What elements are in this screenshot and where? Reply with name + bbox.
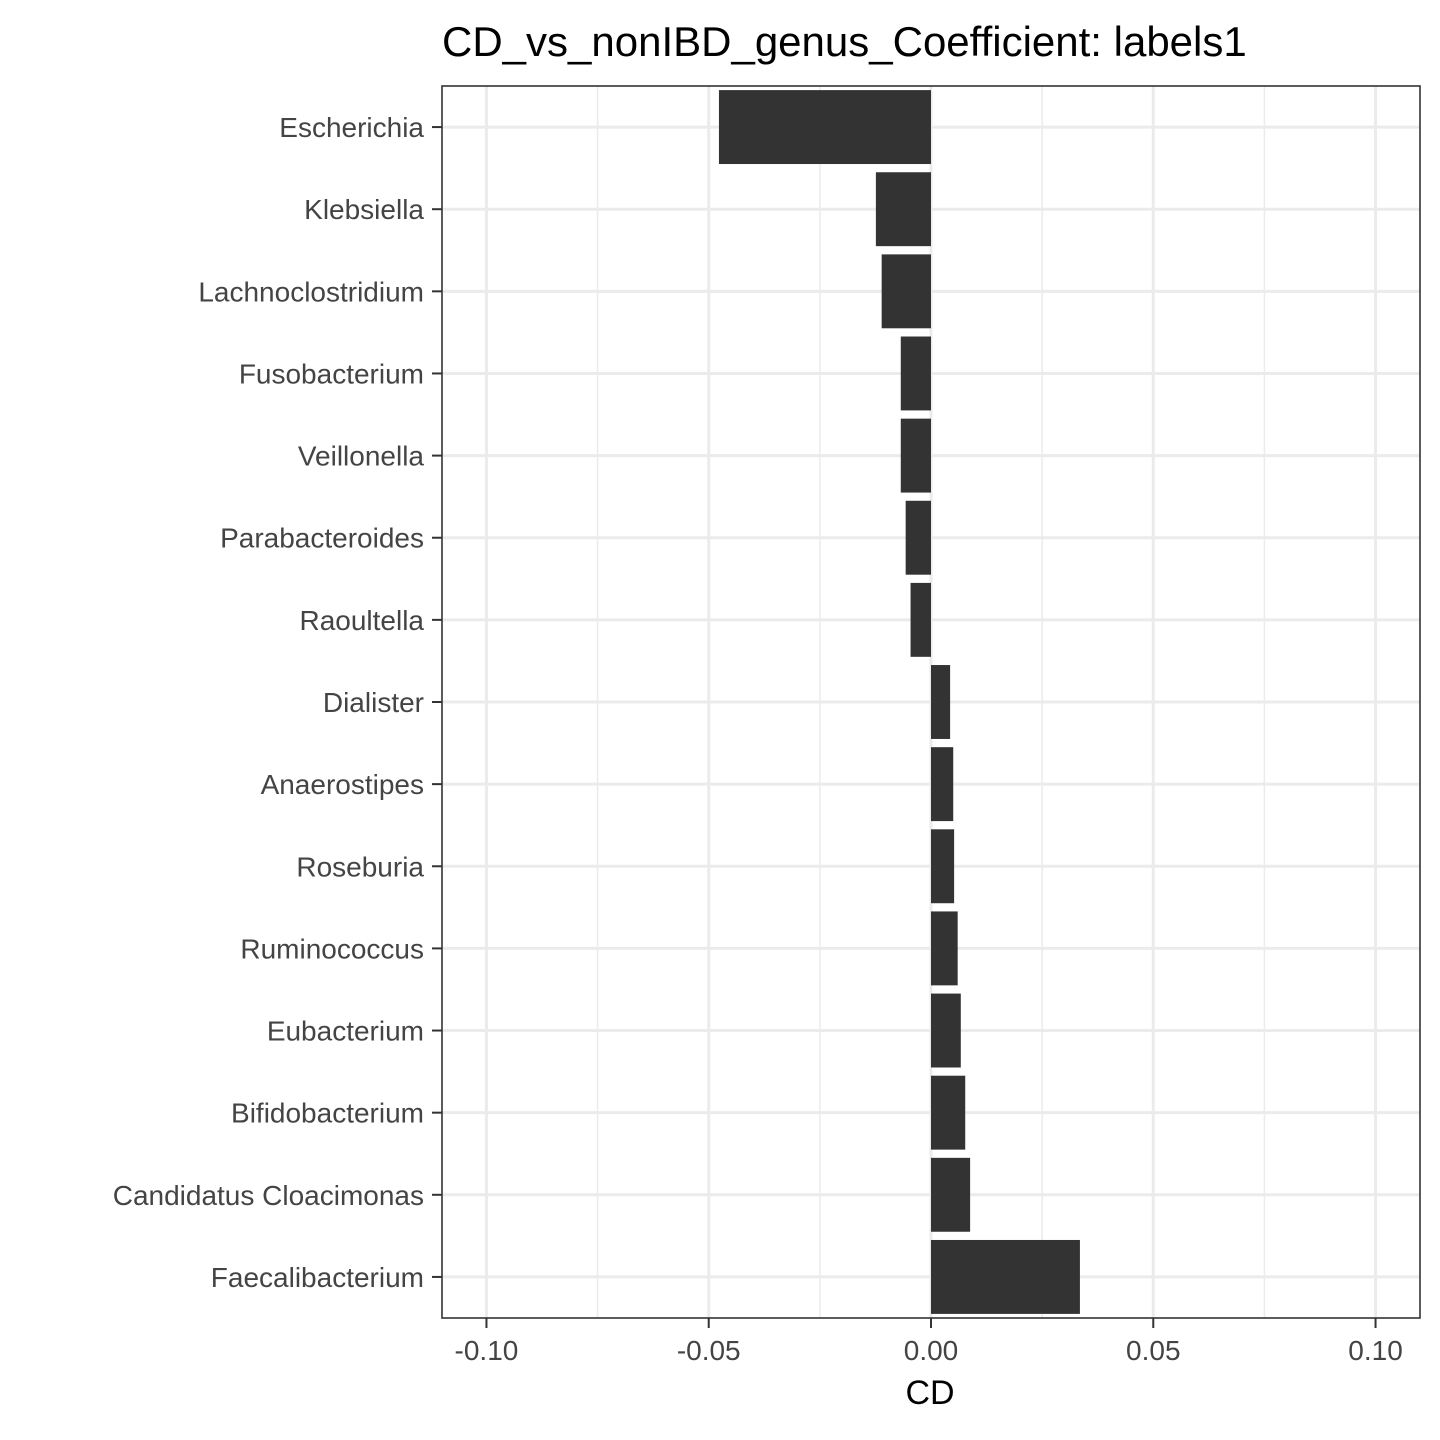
x-tick-label: -0.05 bbox=[677, 1335, 741, 1366]
y-axis: Escherichia Klebsiella Lachnoclostridium Fu… bbox=[113, 112, 442, 1293]
bar-roseburia bbox=[931, 829, 955, 904]
y-tick-label: Roseburia bbox=[296, 851, 424, 882]
x-axis-label: CD bbox=[905, 1374, 954, 1412]
y-tick-label: Candidatus Cloacimonas bbox=[113, 1180, 424, 1211]
y-tick-label: Faecalibacterium bbox=[211, 1262, 424, 1293]
y-tick-label: Klebsiella bbox=[304, 194, 424, 225]
chart-title: CD_vs_nonIBD_genus_Coefficient: labels1 bbox=[442, 18, 1247, 65]
y-tick-label: Fusobacterium bbox=[239, 358, 424, 389]
bar-eubacterium bbox=[931, 993, 961, 1068]
bar-escherichia bbox=[718, 90, 931, 165]
bar-klebsiella bbox=[875, 172, 931, 247]
y-tick-label: Eubacterium bbox=[267, 1016, 424, 1047]
y-tick-label: Ruminococcus bbox=[240, 933, 424, 964]
y-tick-label: Lachnoclostridium bbox=[198, 276, 424, 307]
y-tick-label: Escherichia bbox=[279, 112, 424, 143]
y-tick-label: Raoultella bbox=[299, 605, 424, 636]
bar-raoultella bbox=[910, 582, 931, 657]
x-tick-label: 0.00 bbox=[904, 1335, 959, 1366]
bar-ruminococcus bbox=[931, 911, 958, 986]
plot-panel bbox=[441, 85, 1421, 1319]
bar-anaerostipes bbox=[931, 747, 954, 822]
bar-parabacteroides bbox=[905, 500, 931, 575]
x-tick-label: 0.10 bbox=[1348, 1335, 1403, 1366]
x-tick-label: 0.05 bbox=[1126, 1335, 1181, 1366]
y-tick-label: Dialister bbox=[323, 687, 424, 718]
bar-faecalibacterium bbox=[931, 1239, 1080, 1314]
x-tick-label: -0.10 bbox=[455, 1335, 519, 1366]
bars bbox=[718, 90, 1080, 1314]
y-tick-label: Bifidobacterium bbox=[231, 1098, 424, 1129]
y-tick-label: Parabacteroides bbox=[220, 523, 424, 554]
bar-veillonella bbox=[900, 418, 931, 493]
y-tick-label: Veillonella bbox=[298, 441, 425, 472]
bar-fusobacterium bbox=[900, 336, 931, 411]
bar-dialister bbox=[931, 665, 951, 739]
bar-lachnoclostridium bbox=[881, 254, 931, 329]
y-tick-label: Anaerostipes bbox=[261, 769, 424, 800]
x-axis: -0.10 -0.05 0.00 0.05 0.10 bbox=[455, 1318, 1403, 1366]
bar-candidatus-cloacimonas bbox=[931, 1157, 971, 1232]
bar-bifidobacterium bbox=[931, 1075, 966, 1150]
